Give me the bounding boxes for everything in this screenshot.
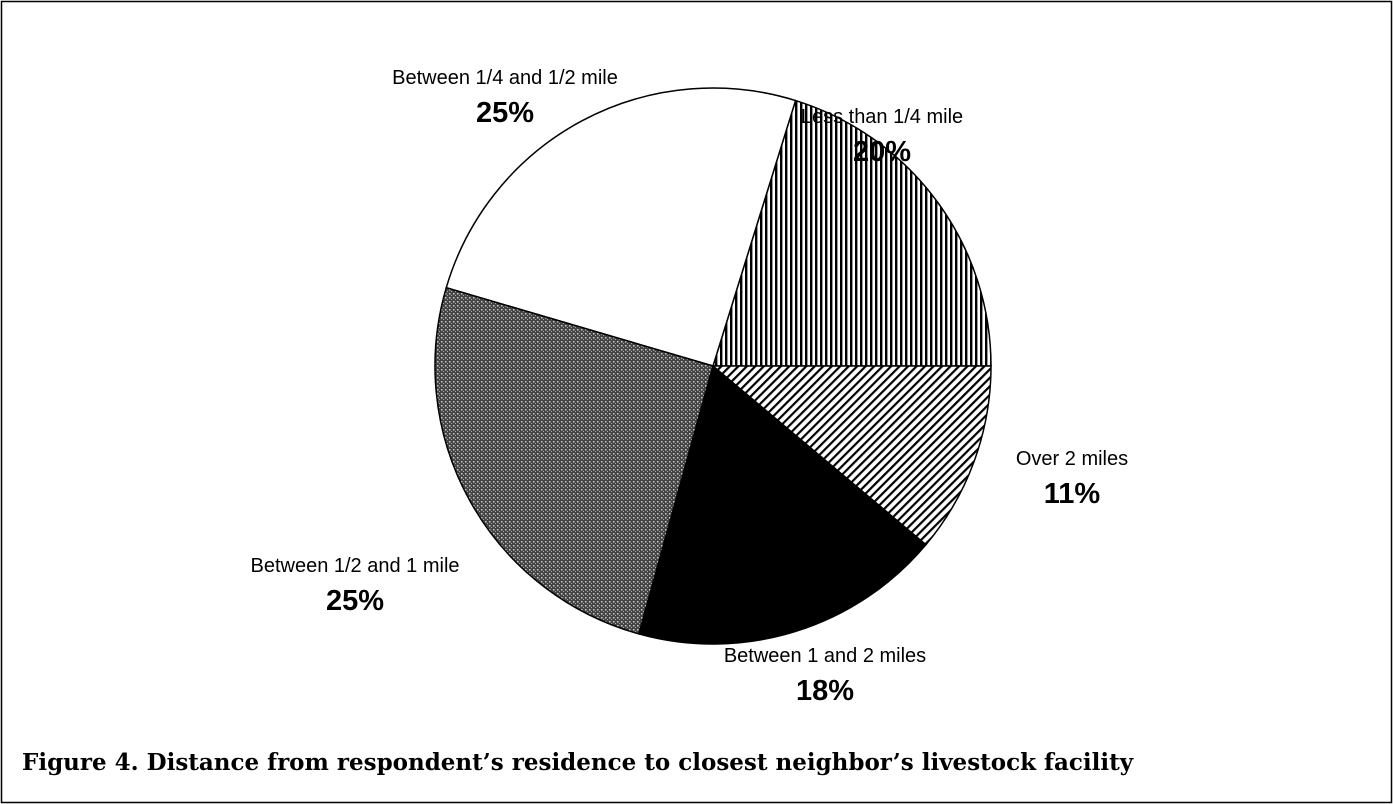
slice-label: Between 1 and 2 miles: [724, 645, 926, 667]
slice-value-label: 20%: [853, 136, 911, 168]
slice-label: Between 1/2 and 1 mile: [250, 555, 459, 577]
slice-label: Over 2 miles: [1016, 448, 1128, 470]
caption: Figure 4. Distance from respondent’s res…: [22, 749, 1134, 776]
slice-value-label: 18%: [796, 675, 854, 707]
slice-label: Between 1/4 and 1/2 mile: [392, 67, 618, 89]
slice-label: Less than 1/4 mile: [801, 106, 963, 128]
pie-slice: [637, 364, 928, 645]
pie-slice: [434, 286, 714, 635]
slice-value-label: 11%: [1044, 478, 1101, 510]
pie-slice: [445, 87, 797, 367]
slice-value-label: 25%: [326, 585, 384, 617]
pie-slice: [711, 99, 992, 367]
pie-slice: [710, 365, 992, 546]
slice-value-label: 25%: [476, 97, 534, 129]
